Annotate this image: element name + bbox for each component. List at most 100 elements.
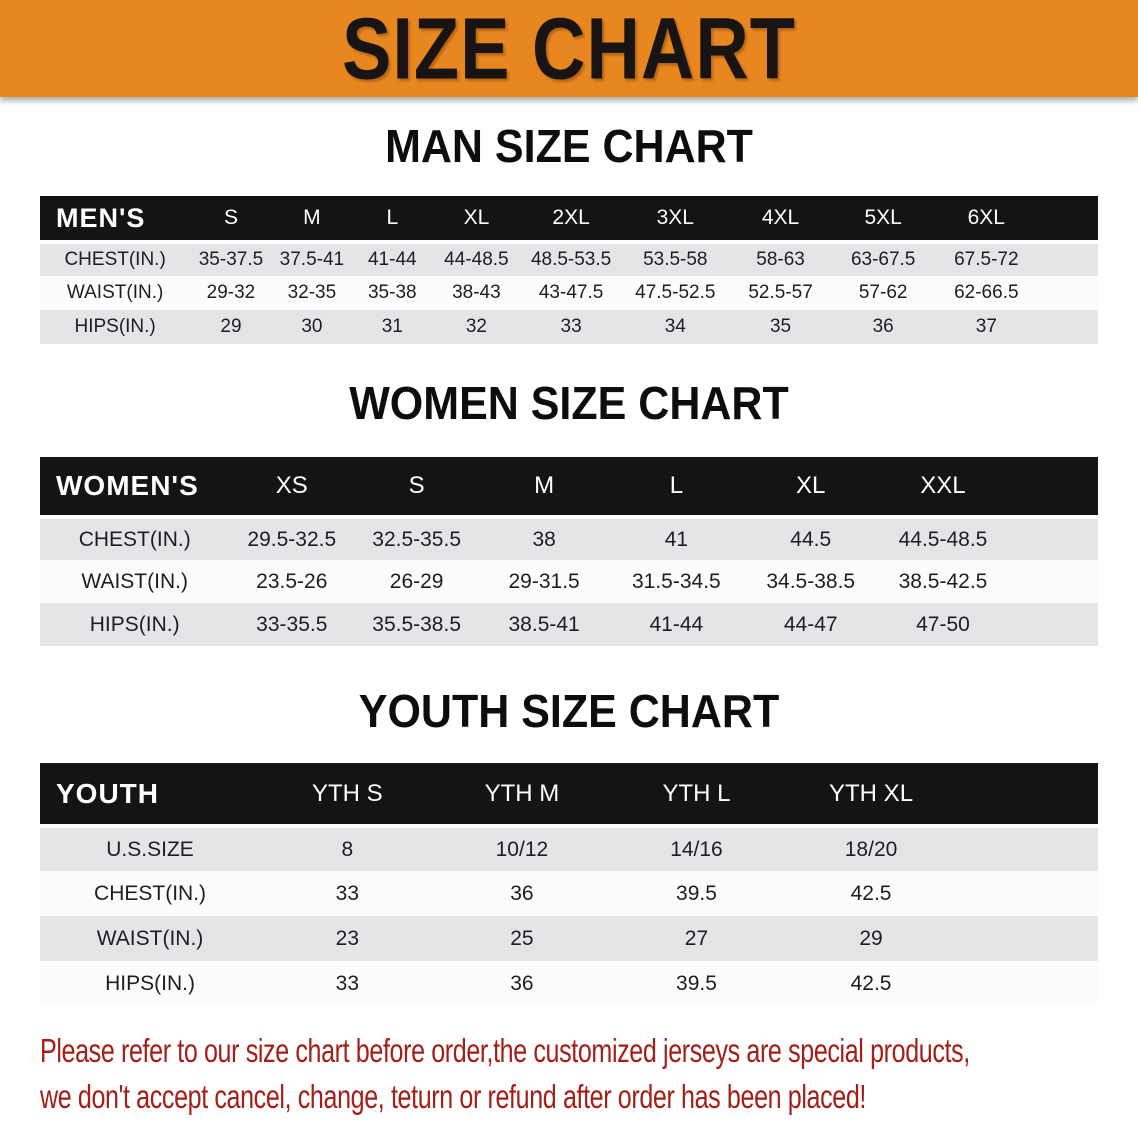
measurement-value: 32.5-35.5	[372, 527, 462, 551]
measurement-value: 62-66.5	[954, 282, 1019, 303]
measurement-value: 47.5-52.5	[635, 282, 716, 303]
spacer-cell	[1008, 457, 1098, 519]
spacer-cell	[1038, 196, 1098, 244]
measurement-value: 37	[975, 316, 997, 337]
measurement-value: 38-43	[452, 282, 501, 303]
measurement-row: HIPS(IN.) 29 30 31 32 33 34 35 36 37	[40, 310, 1098, 344]
disclaimer-note: Please refer to our size chart before or…	[40, 1028, 1138, 1120]
spacer-cell	[958, 961, 1098, 1006]
youth-size-table: YOUTH YTH S YTH M YTH L YTH XL U.S.SIZE 8 10/12…	[40, 763, 1098, 1006]
measurement-label: CHEST(IN.)	[78, 527, 191, 551]
measurement-value: 38.5-42.5	[898, 569, 988, 593]
measurement-value: 44.5	[790, 527, 832, 551]
measurement-value: 27	[684, 926, 709, 950]
size-header-row: MEN'S S M L XL 2XL 3XL 4XL 5XL 6XL	[40, 196, 1098, 244]
size-group-label: WOMEN'S	[40, 457, 230, 519]
size-column-header: YTH L	[609, 763, 784, 828]
measurement-row: CHEST(IN.) 33 36 39.5 42.5	[40, 871, 1098, 916]
womens-size-table: WOMEN'S XS S M L XL XXL CHEST(IN.) 29.5-32.5 32.5…	[40, 457, 1098, 646]
size-column-header: 6XL	[933, 196, 1039, 244]
measurement-label: U.S.SIZE	[106, 837, 194, 861]
disclaimer-line-1: Please refer to our size chart before or…	[40, 1032, 970, 1069]
spacer-cell	[1039, 276, 1098, 310]
measurement-value: 26-29	[389, 569, 444, 593]
size-column-header: XL	[743, 457, 878, 519]
measurement-value: 38.5-41	[508, 612, 580, 636]
size-group-label: MEN'S	[40, 196, 191, 244]
measurement-value: 8	[341, 837, 354, 861]
measurement-value: 58-63	[756, 249, 805, 270]
measurement-value: 31.5-34.5	[631, 569, 721, 593]
measurement-value: 57-62	[858, 282, 908, 303]
measurement-label: CHEST(IN.)	[64, 249, 166, 270]
measurement-value: 42.5	[850, 881, 892, 905]
size-column-header: XL	[432, 196, 521, 244]
size-chart-banner: SIZE CHART	[0, 0, 1138, 97]
measurement-value: 31	[381, 316, 403, 337]
measurement-label: CHEST(IN.)	[94, 881, 207, 905]
size-column-header: 3XL	[621, 196, 729, 244]
measurement-value: 25	[510, 926, 534, 950]
measurement-value: 53.5-58	[643, 249, 708, 270]
spacer-cell	[1008, 517, 1098, 560]
size-column-header: L	[352, 196, 433, 244]
size-column-header: S	[190, 196, 272, 244]
measurement-row: WAIST(IN.) 23.5-26 26-29 29-31.5 31.5-34.5 34…	[40, 560, 1098, 603]
size-column-header: 2XL	[520, 196, 622, 244]
measurement-value: 29.5-32.5	[247, 527, 337, 551]
spacer-cell	[958, 826, 1098, 871]
measurement-value: 32	[465, 316, 487, 337]
measurement-value: 37.5-41	[279, 249, 345, 270]
measurement-label: WAIST(IN.)	[81, 569, 188, 593]
size-group-label: YOUTH	[40, 763, 261, 828]
spacer-cell	[1039, 242, 1098, 276]
measurement-value: 36	[510, 971, 534, 995]
measurement-value: 29-32	[206, 282, 256, 303]
measurement-value: 34.5-38.5	[766, 569, 856, 593]
measurement-value: 29	[220, 316, 242, 337]
measurement-value: 35.5-38.5	[372, 612, 462, 636]
measurement-value: 39.5	[676, 971, 717, 995]
spacer-cell	[958, 763, 1098, 828]
spacer-cell	[1039, 310, 1098, 344]
measurement-value: 35	[769, 316, 792, 337]
measurement-value: 41-44	[649, 612, 704, 636]
measurement-label: HIPS(IN.)	[89, 612, 180, 636]
measurement-value: 34	[664, 316, 686, 337]
measurement-label: HIPS(IN.)	[105, 971, 195, 995]
measurement-value: 33	[335, 881, 360, 905]
banner-title: SIZE CHART	[342, 0, 796, 98]
size-column-header: S	[354, 457, 480, 519]
heading-women-size-chart: WOMEN SIZE CHART	[349, 378, 789, 430]
measurement-value: 33-35.5	[256, 612, 328, 636]
measurement-value: 35-37.5	[198, 249, 264, 270]
size-column-header: 4XL	[728, 196, 833, 244]
measurement-value: 41-44	[367, 249, 417, 270]
measurement-value: 39.5	[676, 881, 717, 905]
measurement-value: 29	[859, 926, 883, 950]
measurement-value: 33	[560, 316, 582, 337]
measurement-value: 47-50	[916, 612, 970, 636]
spacer-cell	[958, 916, 1098, 961]
measurement-label: HIPS(IN.)	[74, 316, 156, 337]
size-column-header: XS	[229, 457, 355, 519]
measurement-value: 33	[335, 971, 360, 995]
mens-size-table: MEN'S S M L XL 2XL 3XL 4XL 5XL 6XL CHEST(IN.) 35-37…	[40, 196, 1098, 344]
measurement-value: 35-38	[367, 282, 417, 303]
size-column-header: YTH XL	[783, 763, 959, 828]
measurement-label: WAIST(IN.)	[96, 926, 204, 950]
measurement-row: CHEST(IN.) 29.5-32.5 32.5-35.5 38 41 44.5 44.5…	[40, 517, 1098, 560]
measurement-value: 10/12	[495, 837, 549, 861]
size-column-header: L	[609, 457, 744, 519]
measurement-row: WAIST(IN.) 29-32 32-35 35-38 38-43 43-47.5 47.…	[40, 276, 1098, 310]
size-column-header: XXL	[877, 457, 1009, 519]
measurement-value: 36	[872, 316, 894, 337]
measurement-value: 18/20	[844, 837, 898, 861]
measurement-row: CHEST(IN.) 35-37.5 37.5-41 41-44 44-48.5 48.5…	[40, 242, 1098, 276]
measurement-row: WAIST(IN.) 23 25 27 29	[40, 916, 1098, 961]
measurement-value: 52.5-57	[748, 282, 813, 303]
spacer-cell	[1008, 560, 1098, 603]
spacer-cell	[958, 871, 1098, 916]
measurement-value: 44-47	[783, 612, 838, 636]
size-column-header: YTH M	[434, 763, 610, 828]
